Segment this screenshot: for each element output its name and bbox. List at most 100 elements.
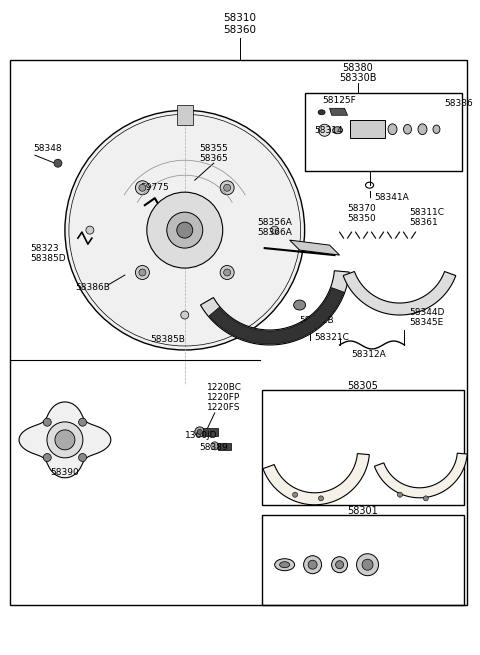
Ellipse shape [336, 561, 344, 569]
Text: 1220FS: 1220FS [207, 403, 240, 413]
Circle shape [79, 418, 86, 426]
Ellipse shape [388, 124, 397, 135]
Circle shape [224, 184, 230, 191]
Ellipse shape [333, 127, 343, 134]
Text: 58365: 58365 [199, 154, 228, 162]
Text: 59775: 59775 [140, 183, 168, 192]
Bar [305, 93, 462, 171]
Text: 58321C: 58321C [314, 333, 349, 343]
Circle shape [224, 269, 230, 276]
Circle shape [197, 430, 202, 434]
Circle shape [86, 226, 94, 234]
Text: 58380: 58380 [342, 64, 373, 73]
Bar [349, 121, 384, 138]
Ellipse shape [332, 557, 348, 572]
Text: 58336: 58336 [444, 99, 473, 108]
Circle shape [319, 496, 324, 501]
Text: 58385D: 58385D [30, 253, 66, 263]
Bar [218, 443, 231, 450]
Text: 58322B: 58322B [300, 316, 334, 324]
Text: 58386B: 58386B [75, 282, 110, 291]
Polygon shape [209, 288, 344, 344]
Circle shape [135, 265, 149, 280]
Circle shape [43, 418, 51, 426]
Text: 58314: 58314 [314, 126, 343, 135]
Text: 1220FP: 1220FP [207, 394, 240, 402]
Ellipse shape [294, 300, 306, 310]
Circle shape [220, 265, 234, 280]
Text: 58350: 58350 [348, 214, 376, 223]
Text: 58310: 58310 [223, 13, 256, 24]
Circle shape [211, 442, 219, 450]
Ellipse shape [357, 553, 379, 576]
Circle shape [177, 222, 193, 238]
Circle shape [139, 184, 146, 191]
Circle shape [55, 430, 75, 450]
Bar [10, 60, 468, 605]
Bar [262, 390, 465, 505]
Text: 1360JD: 1360JD [185, 432, 217, 440]
Text: 58355: 58355 [199, 143, 228, 153]
Text: 58323: 58323 [30, 244, 59, 253]
Bar [203, 428, 218, 436]
Text: 58348: 58348 [33, 143, 61, 153]
Circle shape [195, 427, 205, 437]
Circle shape [70, 243, 80, 253]
Text: 58389: 58389 [200, 443, 228, 453]
Circle shape [47, 422, 83, 458]
Circle shape [146, 328, 150, 332]
Bar [177, 105, 193, 125]
Polygon shape [374, 453, 467, 498]
Circle shape [54, 159, 62, 167]
Text: 58125F: 58125F [323, 96, 357, 105]
Circle shape [319, 124, 331, 136]
Circle shape [181, 311, 189, 319]
Circle shape [271, 226, 279, 234]
Circle shape [293, 492, 298, 497]
Circle shape [397, 492, 402, 497]
Ellipse shape [275, 559, 295, 571]
Text: 58344D: 58344D [409, 307, 445, 316]
Text: 58330B: 58330B [339, 73, 376, 83]
Polygon shape [330, 108, 348, 115]
Polygon shape [201, 271, 349, 345]
Polygon shape [19, 402, 111, 477]
Bar [262, 515, 465, 605]
Text: 58345E: 58345E [409, 318, 444, 326]
Circle shape [135, 181, 149, 195]
Ellipse shape [308, 560, 317, 569]
Text: 58360: 58360 [223, 26, 256, 35]
Text: 58301: 58301 [347, 506, 378, 515]
Text: 58341A: 58341A [374, 193, 409, 202]
Text: 58390: 58390 [50, 468, 79, 477]
Circle shape [139, 269, 146, 276]
Text: 58361: 58361 [409, 217, 438, 227]
Circle shape [220, 181, 234, 195]
Ellipse shape [304, 555, 322, 574]
Polygon shape [289, 240, 339, 255]
Text: 58312A: 58312A [351, 350, 386, 360]
Polygon shape [263, 454, 369, 505]
Text: 58311C: 58311C [409, 208, 444, 217]
Circle shape [79, 453, 86, 462]
Text: 58385B: 58385B [150, 335, 185, 345]
Ellipse shape [362, 559, 373, 571]
Polygon shape [343, 271, 456, 315]
Text: 58366A: 58366A [258, 228, 292, 236]
Ellipse shape [433, 125, 440, 134]
Circle shape [65, 110, 305, 350]
Circle shape [147, 192, 223, 268]
Ellipse shape [280, 562, 289, 568]
Circle shape [423, 496, 428, 501]
Text: 58305: 58305 [347, 381, 378, 391]
Text: 58356A: 58356A [258, 217, 292, 227]
Circle shape [43, 453, 51, 462]
Circle shape [151, 202, 158, 209]
Ellipse shape [418, 124, 427, 135]
Circle shape [167, 212, 203, 248]
Ellipse shape [404, 124, 411, 134]
Circle shape [144, 326, 152, 334]
Ellipse shape [318, 110, 325, 115]
Text: 58370: 58370 [348, 204, 376, 213]
Text: 1220BC: 1220BC [207, 383, 242, 392]
